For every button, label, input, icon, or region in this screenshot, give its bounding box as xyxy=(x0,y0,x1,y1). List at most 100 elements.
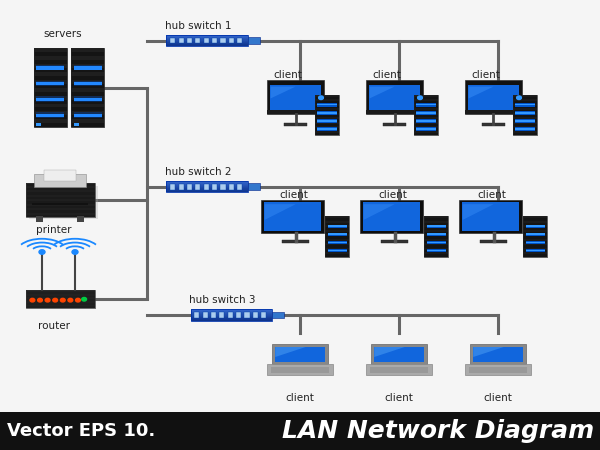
Bar xyxy=(315,106,339,108)
Bar xyxy=(71,96,104,99)
Bar xyxy=(513,106,537,108)
Bar xyxy=(272,344,328,364)
Bar xyxy=(523,220,547,223)
Bar xyxy=(424,245,448,248)
Bar xyxy=(325,254,349,256)
Bar xyxy=(427,234,446,235)
Bar xyxy=(513,115,537,117)
Bar xyxy=(34,119,67,123)
Bar xyxy=(526,241,545,244)
Bar xyxy=(414,130,438,133)
Bar xyxy=(26,190,95,192)
Bar xyxy=(71,76,104,80)
Bar xyxy=(34,76,67,80)
Bar xyxy=(166,36,248,37)
Bar xyxy=(34,174,86,187)
Bar xyxy=(267,364,333,375)
Bar xyxy=(283,240,309,243)
Text: printer: printer xyxy=(36,225,72,235)
Bar xyxy=(26,192,95,194)
Bar xyxy=(515,120,535,122)
Polygon shape xyxy=(271,86,296,99)
Bar xyxy=(26,305,95,306)
Bar xyxy=(473,346,523,362)
Bar xyxy=(325,218,349,220)
Bar xyxy=(34,56,67,60)
Bar xyxy=(26,194,95,197)
Bar xyxy=(166,37,248,38)
Bar xyxy=(34,115,67,119)
Bar xyxy=(248,37,260,44)
Bar xyxy=(513,112,537,115)
Bar xyxy=(325,252,349,254)
Bar xyxy=(34,68,67,72)
Text: client: client xyxy=(379,190,407,200)
Bar xyxy=(317,112,337,113)
Bar xyxy=(36,123,41,126)
Bar xyxy=(166,186,248,187)
Bar xyxy=(203,312,208,318)
Bar xyxy=(315,126,339,128)
Bar xyxy=(414,115,438,117)
Bar xyxy=(26,294,95,296)
Bar xyxy=(204,184,209,189)
Bar xyxy=(513,94,537,135)
Bar xyxy=(526,234,545,235)
Bar xyxy=(26,290,95,292)
Bar xyxy=(465,80,522,113)
Bar xyxy=(325,230,349,232)
Bar xyxy=(424,238,448,241)
Bar xyxy=(523,250,547,252)
Bar xyxy=(427,241,446,244)
Bar xyxy=(513,126,537,128)
Bar xyxy=(166,187,248,188)
Bar xyxy=(166,181,248,182)
Bar xyxy=(166,35,248,36)
Bar xyxy=(513,101,537,104)
Bar xyxy=(244,312,250,318)
Bar xyxy=(526,242,545,243)
Bar xyxy=(264,202,321,231)
Bar xyxy=(71,108,104,112)
Bar xyxy=(191,312,272,313)
Bar xyxy=(315,128,339,130)
Bar xyxy=(328,241,347,244)
Bar xyxy=(166,38,248,39)
Bar xyxy=(32,202,88,205)
Bar xyxy=(325,220,349,223)
Bar xyxy=(424,216,448,256)
Bar xyxy=(26,201,95,203)
Bar xyxy=(414,106,438,108)
Bar xyxy=(26,197,95,199)
Bar xyxy=(513,110,537,112)
Bar xyxy=(523,252,547,254)
Bar xyxy=(328,225,347,228)
Text: client: client xyxy=(274,70,302,80)
Bar xyxy=(366,80,423,113)
Bar xyxy=(315,104,339,106)
Bar xyxy=(270,86,321,111)
Bar xyxy=(328,233,347,236)
Bar xyxy=(328,234,347,235)
Bar xyxy=(166,35,248,46)
Circle shape xyxy=(38,298,43,302)
Bar xyxy=(74,82,102,86)
Bar xyxy=(166,190,248,191)
Bar xyxy=(212,184,217,189)
Bar xyxy=(513,97,537,99)
Bar xyxy=(26,210,95,212)
Bar xyxy=(513,108,537,110)
Bar xyxy=(462,202,519,231)
Bar xyxy=(26,215,95,217)
Bar xyxy=(515,128,535,130)
Bar xyxy=(71,99,104,104)
Bar xyxy=(523,218,547,220)
Circle shape xyxy=(82,297,86,301)
Bar xyxy=(77,216,85,221)
Bar xyxy=(315,124,339,126)
Bar xyxy=(523,248,547,250)
Bar xyxy=(481,240,507,243)
Bar xyxy=(416,104,436,105)
Bar xyxy=(267,110,324,113)
Bar xyxy=(414,126,438,128)
